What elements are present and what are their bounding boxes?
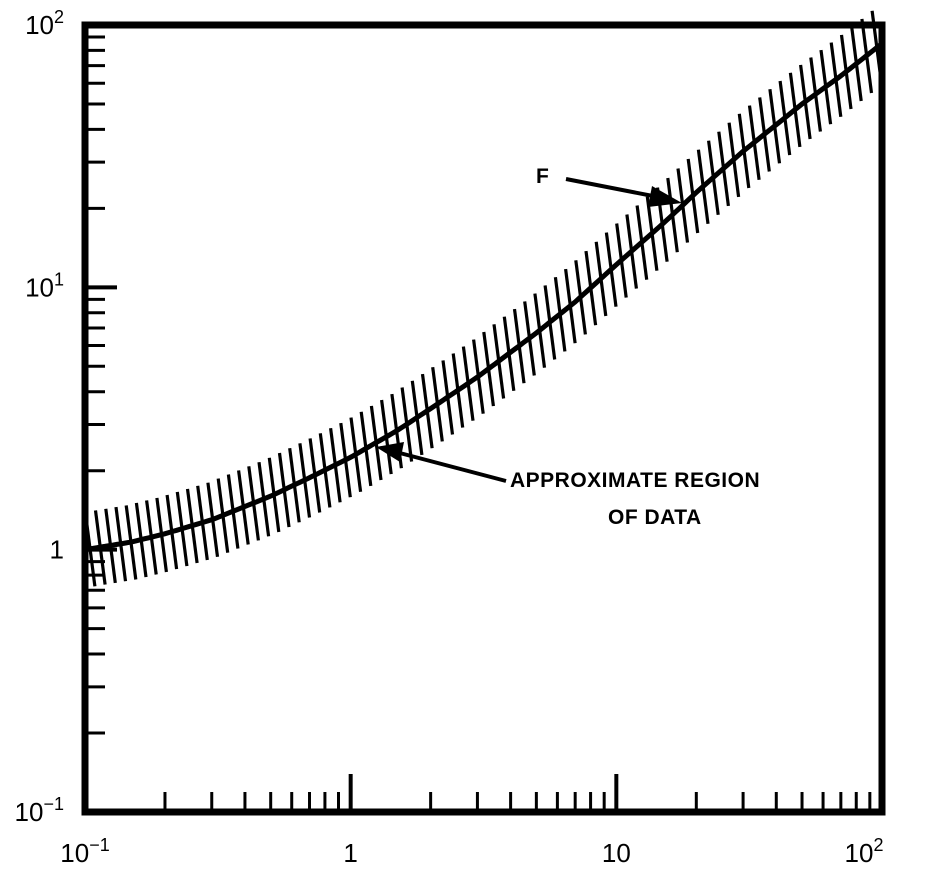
x-tick-label: 1 [343,838,357,868]
major-ticks [83,23,884,814]
y-tick-labels: 10−1 1 101 102 [15,7,64,827]
minor-ticks [85,35,872,812]
y-tick-label: 1 [50,535,64,565]
annotation-region-line2: OF DATA [608,506,702,529]
annotation-f: F [536,165,682,207]
x-tick-labels: 10−1 1 10 102 [60,835,883,868]
y-tick-label: 101 [25,269,64,302]
x-tick-label: 102 [845,835,884,868]
plot-frame [81,21,886,816]
data-region-hatch-band [83,10,884,587]
x-tick-label: 10 [602,838,631,868]
annotation-f-label: F [536,165,549,188]
x-tick-label: 10−1 [60,835,109,868]
annotation-region-arrowhead [376,442,404,462]
y-tick-label: 102 [25,7,64,40]
annotation-region-arrow-shaft [395,450,507,483]
annotation-f-arrowhead [648,186,682,207]
y-tick-label: 10−1 [15,794,64,827]
curve-f [84,41,884,553]
annotation-region: APPROXIMATE REGION OF DATA [376,442,760,529]
annotation-region-line1: APPROXIMATE REGION [510,469,760,492]
annotation-f-arrow-shaft [565,177,659,199]
